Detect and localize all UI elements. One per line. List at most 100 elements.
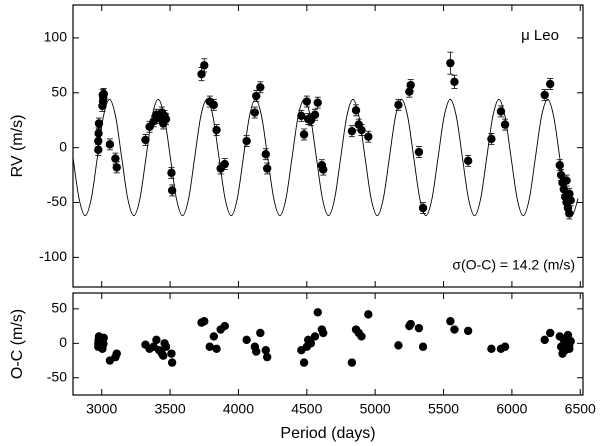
- data-point: [565, 344, 574, 354]
- data-point: [313, 308, 322, 317]
- data-point: [94, 129, 103, 138]
- data-point: [297, 111, 306, 121]
- data-point: [364, 310, 373, 319]
- data-point: [313, 98, 322, 107]
- x-tick-label: 3500: [154, 401, 185, 417]
- data-point: [566, 196, 575, 205]
- data-point: [446, 317, 455, 326]
- data-point: [565, 189, 574, 198]
- data-point: [256, 83, 265, 92]
- y-tick-label: 50: [51, 83, 67, 99]
- data-point: [562, 176, 571, 185]
- data-point: [212, 344, 221, 354]
- data-point: [252, 91, 261, 101]
- y-tick-label: 100: [44, 29, 68, 45]
- y-tick-label: -50: [47, 368, 67, 384]
- x-axis-label: Period (days): [280, 425, 375, 442]
- data-point: [394, 100, 403, 110]
- data-point: [220, 321, 229, 331]
- y-tick-label: 0: [59, 334, 67, 350]
- data-point: [545, 79, 555, 89]
- x-tick-label: 5500: [428, 401, 459, 417]
- data-point: [209, 332, 219, 341]
- data-point: [99, 333, 108, 342]
- x-tick-label: 6000: [496, 401, 527, 417]
- model-curve: [72, 98, 579, 217]
- data-point: [256, 328, 265, 338]
- data-point: [99, 89, 108, 99]
- data-point: [299, 358, 309, 367]
- data-point: [112, 349, 121, 358]
- x-tick-label: 5000: [360, 401, 391, 417]
- data-point: [418, 203, 428, 213]
- star-label: μ Leo: [521, 27, 559, 44]
- data-point: [565, 209, 574, 218]
- data-point: [306, 339, 316, 348]
- data-point: [487, 344, 496, 354]
- data-point: [418, 342, 428, 351]
- data-point: [500, 120, 510, 129]
- data-point: [262, 352, 272, 362]
- data-point: [364, 132, 373, 141]
- data-point: [261, 150, 270, 159]
- x-tick-label: 4500: [291, 401, 322, 417]
- sigma-label: σ(O-C) = 14.2 (m/s): [452, 257, 575, 273]
- data-point: [261, 346, 270, 355]
- data-point: [310, 332, 320, 341]
- data-point: [167, 186, 177, 195]
- data-point: [310, 110, 320, 119]
- data-point: [161, 342, 171, 351]
- data-point: [394, 341, 403, 350]
- data-point: [152, 335, 161, 345]
- data-point: [212, 125, 221, 135]
- data-point: [205, 342, 214, 351]
- data-point: [167, 168, 176, 178]
- data-point: [406, 80, 415, 90]
- data-point: [111, 154, 120, 163]
- data-point: [94, 145, 103, 155]
- data-point: [414, 147, 424, 157]
- data-point: [555, 161, 564, 170]
- data-point: [414, 323, 424, 333]
- data-point: [463, 156, 473, 166]
- x-tick-label: 3000: [86, 401, 117, 417]
- data-point: [500, 342, 510, 351]
- y-tick-label: -50: [47, 193, 67, 209]
- data-point: [141, 135, 150, 145]
- data-point: [566, 337, 575, 346]
- data-point: [299, 130, 309, 139]
- data-point: [242, 136, 251, 146]
- data-point: [463, 326, 473, 336]
- data-point: [405, 87, 414, 96]
- x-tick-label: 4000: [223, 401, 254, 417]
- data-point: [496, 107, 506, 116]
- data-point: [167, 358, 177, 367]
- y-tick-label: 50: [51, 300, 67, 316]
- data-point: [319, 328, 328, 338]
- top-frame: [72, 4, 584, 288]
- data-point: [347, 358, 357, 367]
- data-point: [545, 328, 555, 338]
- data-point: [220, 159, 229, 169]
- data-point: [200, 61, 209, 70]
- data-point: [450, 325, 459, 334]
- data-point: [347, 126, 357, 136]
- data-point: [94, 119, 104, 128]
- data-point: [302, 97, 312, 106]
- data-point: [252, 347, 261, 356]
- data-point: [351, 106, 361, 115]
- data-point: [319, 165, 328, 174]
- data-point: [487, 134, 496, 144]
- data-point: [357, 125, 366, 135]
- y-axis-label: RV (m/s): [9, 115, 26, 178]
- data-point: [159, 351, 168, 360]
- data-point: [357, 332, 366, 341]
- data-point: [242, 335, 251, 345]
- y-tick-label: -100: [39, 248, 67, 264]
- data-point: [105, 140, 115, 149]
- data-point: [167, 349, 176, 358]
- data-point: [406, 319, 415, 329]
- data-point: [450, 77, 459, 87]
- bottom-frame: [72, 292, 584, 396]
